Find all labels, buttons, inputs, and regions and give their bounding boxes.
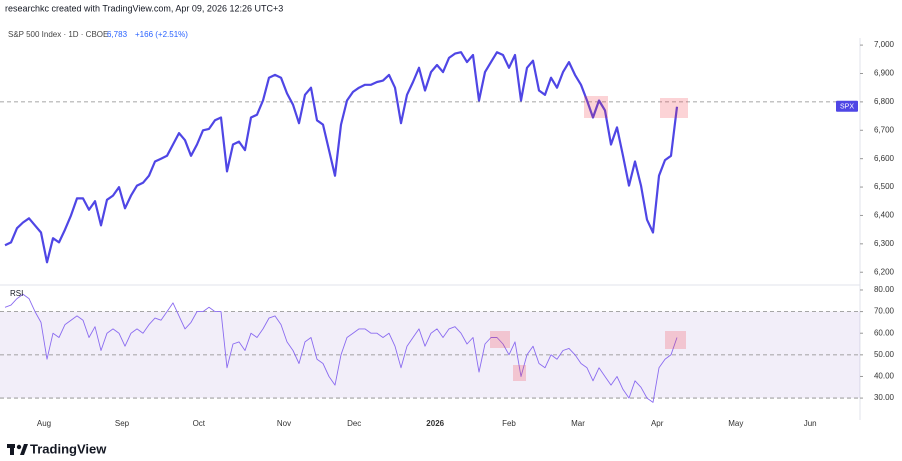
y-tick-label: 7,000 [874, 40, 895, 49]
price-tag [836, 100, 858, 112]
x-tick-label: Nov [277, 419, 291, 428]
price-line [4, 51, 679, 264]
last-price: 6,783 [107, 30, 128, 39]
y-tick-label: 6,900 [874, 69, 895, 78]
y-tick-label: 6,200 [874, 267, 895, 276]
credit: researchkc created with TradingView.com,… [5, 3, 283, 13]
x-tick-label: 2026 [426, 419, 444, 428]
x-tick-label: Oct [193, 419, 206, 428]
y-tick-label: 6,800 [874, 97, 895, 106]
symbol: S&P 500 Index · 1D · CBOE [8, 30, 108, 39]
highlight [584, 96, 608, 118]
x-tick-label: May [728, 419, 743, 428]
y-tick-label: 6,400 [874, 211, 895, 220]
y-tick-label: 70.00 [874, 307, 895, 316]
x-tick-label: Apr [651, 419, 664, 428]
y-tick-label: 6,300 [874, 239, 895, 248]
highlight [513, 365, 526, 381]
brand: TradingView [30, 441, 107, 456]
y-tick-label: 30.00 [874, 393, 895, 402]
logo [7, 444, 28, 455]
x-tick-label: Mar [571, 419, 585, 428]
pane-label: RSI [10, 289, 23, 298]
y-tick-label: 80.00 [874, 285, 895, 294]
y-tick-label: 60.00 [874, 328, 895, 337]
change: +166 (+2.51%) [135, 30, 188, 39]
price-tag-label: SPX [840, 104, 854, 111]
price-line [4, 293, 678, 403]
y-tick-label: 6,500 [874, 182, 895, 191]
x-tick-label: Feb [502, 419, 516, 428]
highlight [660, 98, 688, 118]
x-tick-label: Sep [115, 419, 130, 428]
y-tick-label: 40.00 [874, 372, 895, 381]
highlight [665, 331, 686, 349]
x-tick-label: Dec [347, 419, 361, 428]
highlight [490, 331, 510, 348]
y-tick-label: 6,700 [874, 125, 895, 134]
x-tick-label: Jun [804, 419, 817, 428]
y-tick-label: 50.00 [874, 350, 895, 359]
x-tick-label: Aug [37, 419, 51, 428]
y-tick-label: 6,600 [874, 154, 895, 163]
